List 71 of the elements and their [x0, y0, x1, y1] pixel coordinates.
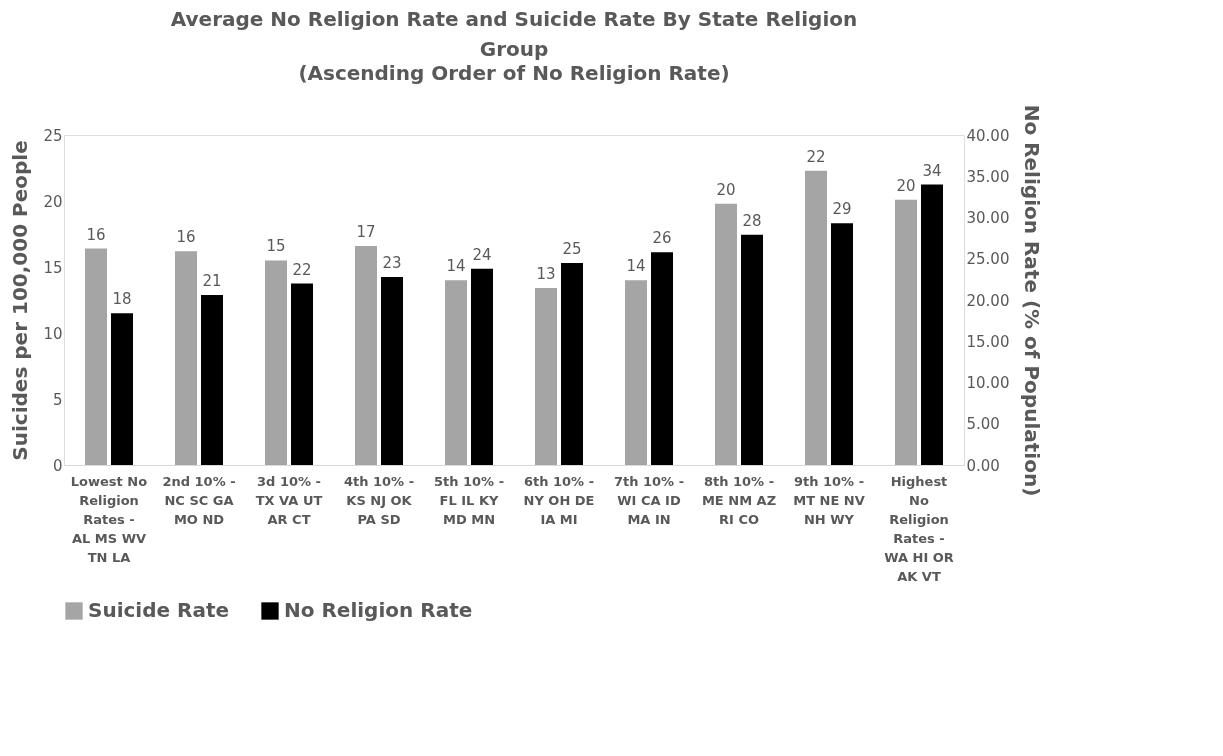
- data-label: 21: [202, 272, 222, 291]
- y-tick-label: 20: [43, 192, 63, 211]
- bar: [895, 199, 917, 465]
- data-label: 26: [652, 229, 672, 248]
- y2-tick-label: 35.00: [966, 167, 1010, 186]
- x-tick-label: Highest No Religion Rates - WA HI OR AK VT: [884, 473, 954, 584]
- y-axis-title: Suicides per 100,000 People: [8, 140, 33, 461]
- x-tick-label: 2nd 10% - NC SC GA MO ND: [162, 473, 236, 527]
- x-tick-label: 3d 10% - TX VA UT AR CT: [255, 473, 323, 527]
- y2-tick-label: 15.00: [966, 332, 1010, 351]
- y2-axis-title: No Religion Rate (% of Population): [1020, 104, 1045, 497]
- data-label: 18: [112, 290, 132, 309]
- bar: [625, 280, 647, 465]
- y-tick-label: 10: [43, 324, 63, 343]
- x-tick-label: 8th 10% - ME NM AZ RI CO: [701, 473, 777, 527]
- data-label: 22: [292, 260, 312, 279]
- data-label: 14: [626, 257, 646, 276]
- bar: [265, 260, 287, 465]
- data-label: 25: [562, 239, 582, 258]
- data-label: 28: [742, 211, 762, 230]
- data-label: 20: [716, 180, 736, 199]
- x-tick-label: Lowest No Religion Rates - AL MS WV TN LA: [70, 473, 148, 565]
- data-label: 13: [536, 265, 556, 284]
- data-label: 16: [176, 228, 196, 247]
- bar: [535, 288, 557, 465]
- bar: [291, 283, 313, 465]
- data-label: 29: [832, 200, 852, 219]
- bar: [355, 245, 377, 465]
- bar: [85, 248, 107, 465]
- bar: [471, 268, 493, 465]
- bar: [831, 223, 853, 465]
- bar: [175, 251, 197, 465]
- bar: [111, 313, 133, 465]
- legend-label: No Religion Rate: [284, 598, 473, 622]
- bar: [201, 295, 223, 465]
- bar: [921, 184, 943, 465]
- chart-subtitle: (Ascending Order of No Religion Rate): [298, 61, 730, 86]
- data-label: 24: [472, 245, 492, 264]
- y2-tick-label: 5.00: [966, 415, 1000, 434]
- data-label: 16: [86, 225, 106, 244]
- data-label: 20: [896, 176, 916, 195]
- y2-tick-label: 30.00: [966, 209, 1010, 227]
- data-label: 34: [922, 161, 942, 180]
- y-tick-label: 0: [52, 456, 63, 475]
- data-label: 14: [446, 257, 466, 276]
- x-tick-label: 7th 10% - WI CA ID MA IN: [613, 473, 685, 527]
- bar: [651, 252, 673, 465]
- bar: [561, 262, 583, 465]
- x-tick-label: 6th 10% - NY OH DE IA MI: [523, 473, 595, 527]
- y2-tick-label: 25.00: [966, 250, 1010, 269]
- y2-tick-label: 10.00: [966, 374, 1010, 392]
- bar: [445, 280, 467, 465]
- x-tick-label: 9th 10% - MT NE NV NH WY: [793, 473, 865, 527]
- y-tick-label: 25: [43, 126, 63, 145]
- y-tick-label: 15: [43, 258, 63, 277]
- data-label: 17: [356, 222, 376, 241]
- bar: [805, 170, 827, 465]
- bar: [381, 276, 403, 465]
- y2-tick-label: 0.00: [966, 456, 1000, 475]
- data-label: 22: [806, 147, 826, 166]
- y-tick-label: 5: [52, 390, 63, 409]
- y2-tick-label: 40.00: [966, 126, 1010, 145]
- legend-label: Suicide Rate: [88, 598, 230, 622]
- y2-tick-label: 20.00: [966, 291, 1010, 310]
- bar: [715, 203, 737, 465]
- data-label: 23: [382, 253, 402, 272]
- data-label: 15: [266, 237, 286, 256]
- bar: [741, 234, 763, 465]
- x-tick-label: 4th 10% - KS NJ OK PA SD: [343, 473, 415, 527]
- x-tick-label: 5th 10% - FL IL KY MD MN: [433, 473, 505, 527]
- chart-title: Average No Religion Rate and Suicide Rate By State Religion Group: [170, 7, 858, 62]
